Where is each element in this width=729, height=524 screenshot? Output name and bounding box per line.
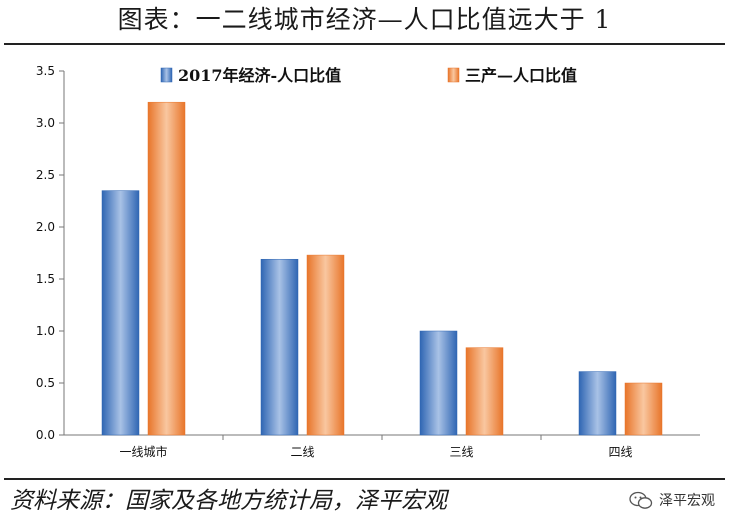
legend-swatch-series-2 (447, 67, 460, 83)
bar-series-2-2 (465, 347, 504, 436)
watermark: 泽平宏观 (629, 481, 715, 521)
bar-series-2-0 (147, 101, 186, 436)
y-tick-label: 0.5 (36, 376, 55, 390)
legend-swatch-series-1 (160, 67, 173, 83)
y-tick-label: 3.0 (36, 116, 55, 130)
title-divider (4, 43, 725, 45)
x-category-label: 一线城市 (119, 444, 167, 459)
y-tick-label: 1.5 (36, 272, 55, 286)
bar-series-2-3 (624, 382, 663, 436)
bar-series (101, 101, 663, 436)
category-labels: 一线城市 二线 三线 四线 (119, 444, 632, 459)
y-tick-label: 2.0 (36, 220, 55, 234)
watermark-text: 泽平宏观 (659, 493, 715, 509)
bar-series-1-0 (101, 190, 140, 436)
wechat-icon (629, 491, 653, 509)
chart-title: 图表：一二线城市经济—人口比值远大于 1 (117, 5, 612, 34)
source-note: 资料来源：国家及各地方统计局，泽平宏观 (10, 488, 447, 514)
legend-label-series-1: 2017年经济-人口比值 (178, 66, 341, 85)
footer-divider (4, 478, 725, 480)
x-category-label: 四线 (608, 445, 632, 459)
bar-chart: 0.0 0.5 1.0 1.5 2.0 2.5 3.0 3.5 一线城市 二线 三线 四线 2017… (36, 64, 700, 459)
legend: 2017年经济-人口比值 三产—人口比值 (160, 66, 577, 85)
bar-series-1-1 (260, 258, 299, 436)
bar-series-2-1 (306, 254, 345, 436)
y-tick-label: 0.0 (36, 428, 55, 442)
legend-label-series-2: 三产—人口比值 (465, 66, 577, 85)
x-category-label: 三线 (449, 445, 473, 459)
y-tick-label: 1.0 (36, 324, 55, 338)
bar-series-1-3 (578, 371, 617, 436)
y-tick-label: 2.5 (36, 168, 55, 182)
y-tick-labels: 0.0 0.5 1.0 1.5 2.0 2.5 3.0 3.5 (36, 64, 55, 442)
y-tick-label: 3.5 (36, 64, 55, 78)
x-category-label: 二线 (290, 445, 314, 459)
bar-series-1-2 (419, 330, 458, 436)
